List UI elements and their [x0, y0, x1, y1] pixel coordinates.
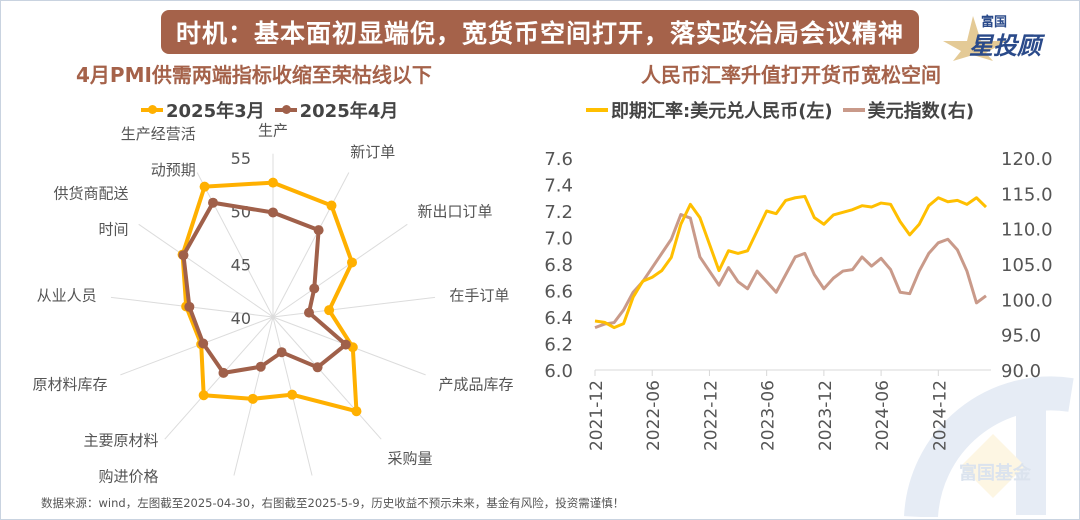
radar-axis-label: 生产	[258, 121, 288, 139]
radar-axis-label: 时间	[98, 220, 128, 238]
x-tick-label: 2022-06	[644, 380, 664, 451]
radar-point	[312, 362, 323, 373]
y-right-tick-label: 110.0	[1001, 220, 1053, 241]
legend-march: 2025年3月	[141, 97, 265, 123]
radar-axis-label: 采购量	[387, 450, 432, 468]
radar-point	[276, 347, 287, 358]
radar-point	[326, 200, 337, 211]
left-chart-title: 4月PMI供需两端指标收缩至荣枯线以下	[76, 63, 432, 87]
radar-axis-line	[138, 223, 274, 318]
radar-point	[340, 339, 351, 350]
radar-point	[268, 177, 278, 188]
radar-axis-line	[272, 296, 436, 318]
radar-tick-label: 40	[231, 309, 251, 328]
radar-point	[324, 305, 335, 316]
line-legend: 即期汇率:美元兑人民币(左) 美元指数(右)	[586, 97, 974, 123]
y-right-tick-label: 100.0	[1001, 290, 1053, 311]
watermark-bar	[1016, 391, 1046, 515]
watermark-diamond	[961, 434, 1025, 498]
radar-axis-label: 购进价格	[98, 468, 158, 486]
radar-axis-line	[272, 172, 350, 318]
y-left-tick-label: 6.2	[544, 335, 573, 356]
radar-axis-label: 主要原材料	[83, 432, 158, 450]
y-left-tick-label: 6.4	[544, 308, 573, 329]
radar-point	[268, 207, 278, 218]
legend-usdcny: 即期汇率:美元兑人民币(左)	[586, 97, 833, 123]
radar-point	[304, 307, 315, 318]
radar-point	[178, 250, 189, 261]
watermark-text: 富国基金	[959, 463, 1031, 484]
y-left-tick-label: 7.0	[544, 229, 573, 250]
banner-title: 时机：基本面初显端倪，宽货币空间打开，落实政治局会议精神	[161, 10, 919, 54]
usdcny-line	[594, 194, 988, 330]
radar-axis-label: 从业人员	[37, 286, 97, 304]
radar-point	[208, 197, 219, 208]
x-tick-label: 2023-06	[759, 380, 779, 451]
radar-tick-label: 55	[231, 149, 251, 168]
radar-point	[198, 390, 209, 401]
radar-point	[184, 301, 195, 312]
radar-point	[247, 393, 258, 404]
radar-axis-label: 供货商配送	[53, 184, 128, 202]
y-right-tick-label: 95.0	[1001, 326, 1041, 347]
radar-chart: 生产新订单新出口订单在手订单产成品库存采购量进口出厂价格主要原材料购进价格原材料…	[32, 121, 514, 486]
radar-axis-label: 生产经营活	[121, 125, 196, 143]
y-left-tick-label: 6.8	[544, 255, 573, 276]
y-left-tick-label: 6.0	[544, 361, 573, 382]
x-tick-label: 2024-06	[873, 380, 893, 451]
y-right-tick-label: 90.0	[1001, 361, 1041, 382]
radar-point	[309, 283, 320, 294]
dxy-line	[594, 213, 987, 330]
radar-legend: 2025年3月 2025年4月	[141, 97, 398, 123]
x-tick-label: 2024-12	[930, 380, 950, 451]
legend-april: 2025年4月	[274, 97, 398, 123]
radar-point	[313, 225, 324, 236]
y-right-tick-label: 115.0	[1001, 184, 1053, 205]
logo-text-top: 富国	[981, 15, 1008, 30]
logo: 富国 星投顾	[931, 11, 1051, 61]
radar-axis-label: 新出口订单	[418, 202, 493, 220]
radar-point	[255, 361, 266, 372]
x-tick-label: 2023-12	[816, 380, 836, 451]
right-chart-title: 人民币汇率升值打开货币宽松空间	[641, 63, 941, 87]
radar-axis-label: 产成品库存	[439, 376, 514, 394]
y-right-tick-label: 105.0	[1001, 255, 1053, 276]
radar-axis-label: 动预期	[151, 161, 196, 179]
logo-text-main: 星投顾	[969, 32, 1041, 60]
y-right-tick-label: 120.0	[1001, 149, 1053, 170]
y-left-tick-label: 6.6	[544, 282, 573, 303]
radar-point	[198, 338, 209, 349]
radar-tick-label: 45	[231, 256, 251, 275]
radar-point	[351, 406, 362, 417]
radar-point	[287, 389, 298, 400]
radar-point	[347, 257, 358, 268]
radar-axis-label: 原材料库存	[32, 376, 107, 394]
legend-dxy: 美元指数(右)	[842, 97, 974, 123]
line-chart: 6.0 6.2 6.4 6.6 6.8 7.0 7.2 7.4 7.6 90.0 95.0 100.0…	[544, 149, 1053, 451]
radar-axis-line	[164, 316, 274, 440]
watermark-logo	[904, 376, 1074, 517]
footer-source: 数据来源：wind，左图截至2025-04-30，右图截至2025-5-9，历史…	[41, 496, 625, 510]
y-left-tick-label: 7.2	[544, 202, 573, 223]
radar-axis-line	[272, 316, 382, 440]
x-tick-label: 2021-12	[587, 380, 607, 451]
y-left-tick-label: 7.4	[544, 176, 573, 197]
radar-axis-line	[196, 172, 274, 318]
radar-point	[199, 181, 210, 192]
radar-axis-label: 在手订单	[449, 286, 509, 304]
y-left-tick-label: 7.6	[544, 149, 573, 170]
radar-axis-label: 新订单	[350, 143, 395, 161]
x-tick-label: 2022-12	[701, 380, 721, 451]
radar-point	[218, 367, 229, 378]
radar-axis-line	[272, 223, 408, 318]
